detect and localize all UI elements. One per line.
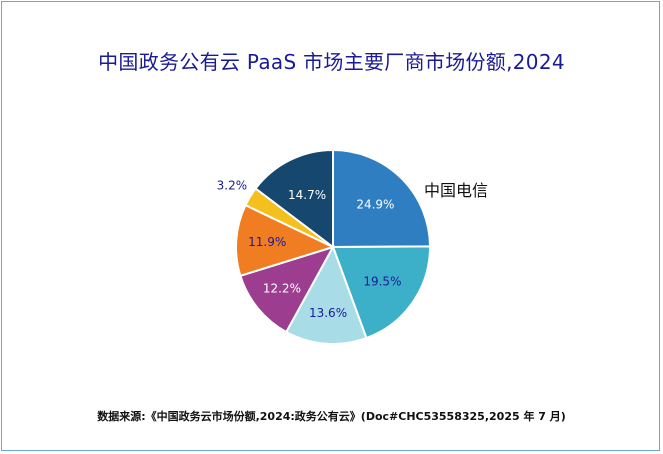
slice-value-label: 24.9% — [356, 197, 394, 211]
pie-slice — [284, 244, 368, 345]
slice-name-label: 中国电信 — [424, 181, 488, 200]
slice-value-label: 14.7% — [288, 188, 326, 202]
pie-slice — [235, 203, 336, 278]
slice-value-label: 3.2% — [217, 178, 248, 192]
slice-value-label: 19.5% — [363, 274, 401, 288]
chart-source: 数据来源:《中国政务云市场份额,2024:政务公有云》(Doc#CHC53558… — [97, 410, 566, 423]
chart-title: 中国政务公有云 PaaS 市场主要厂商市场份额,2024 — [98, 50, 565, 74]
pie-slice — [239, 245, 336, 334]
pie-slice — [254, 148, 334, 250]
slice-value-label: 13.6% — [309, 306, 347, 320]
pie-slice — [332, 148, 432, 249]
slice-value-label: 12.2% — [263, 282, 301, 296]
slice-value-label: 11.9% — [248, 235, 286, 249]
pie-slice — [331, 245, 431, 340]
